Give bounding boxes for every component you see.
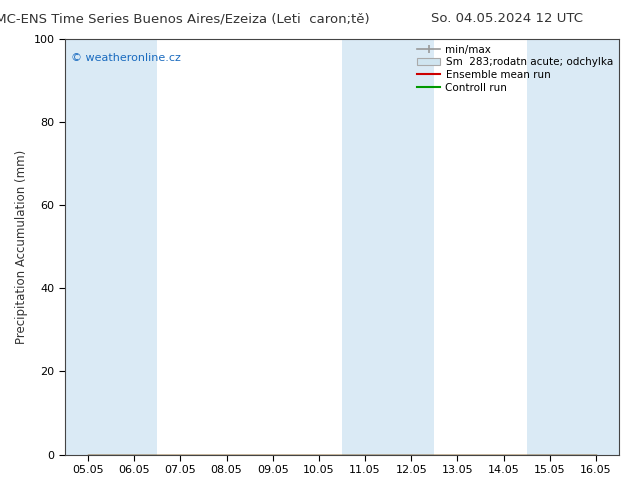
Y-axis label: Precipitation Accumulation (mm): Precipitation Accumulation (mm) [15, 149, 28, 343]
Text: So. 04.05.2024 12 UTC: So. 04.05.2024 12 UTC [431, 12, 583, 25]
Text: CMC-ENS Time Series Buenos Aires/Ezeiza (Leti  caron;tě): CMC-ENS Time Series Buenos Aires/Ezeiza … [0, 12, 370, 25]
Bar [342, 39, 434, 455]
Bar [65, 39, 157, 455]
Bar [527, 39, 619, 455]
Legend: min/max, Sm  283;rodatn acute; odchylka, Ensemble mean run, Controll run: min/max, Sm 283;rodatn acute; odchylka, … [414, 42, 616, 96]
Text: © weatheronline.cz: © weatheronline.cz [70, 53, 181, 63]
